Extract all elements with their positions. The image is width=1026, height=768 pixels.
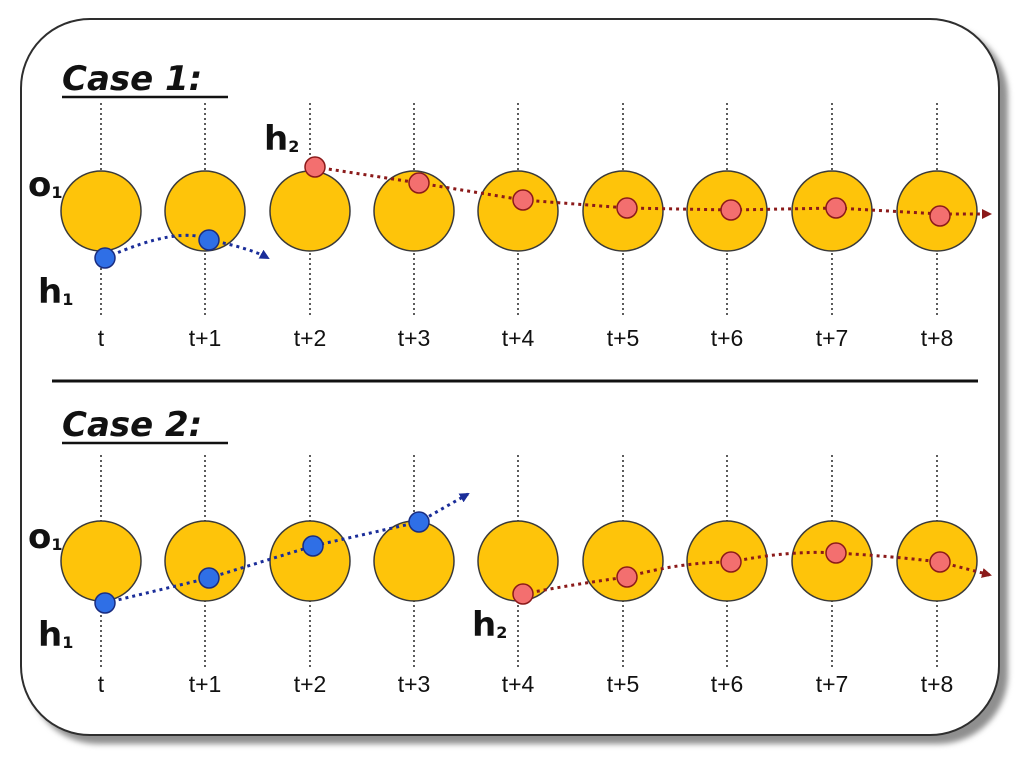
time-tick-label: t+4 [502, 325, 535, 351]
hypothesis-h1-marker [198, 229, 220, 251]
case-1-h2-label: h2 [264, 119, 299, 159]
time-tick-label: t+1 [189, 325, 222, 351]
hypothesis-h1-marker [408, 511, 430, 533]
time-tick-label: t+6 [711, 671, 744, 697]
object-o1-circle [60, 170, 142, 252]
case-1-time-guides [100, 103, 938, 318]
case-1-object-track [60, 170, 978, 252]
time-tick-label: t+2 [294, 671, 327, 697]
case-1-h1-path [104, 233, 210, 260]
case-1-object-label: o1 [28, 165, 63, 205]
case-2-title: Case 2: [62, 405, 202, 445]
case-1-h2-path [314, 165, 992, 219]
time-tick-label: t+1 [189, 671, 222, 697]
time-tick-label: t+4 [502, 671, 535, 697]
case-2-time-labels: t t+1 t+2 t+3 t+4 t+5 t+6 t+7 t+8 [98, 671, 954, 697]
case-2-h1-label: h1 [38, 615, 73, 655]
hypothesis-h1-marker [94, 247, 116, 269]
hypothesis-h1-marker [94, 592, 116, 614]
case-2-h1-track [94, 511, 430, 614]
hypothesis-h2-marker [408, 172, 430, 194]
time-tick-label: t+3 [398, 325, 431, 351]
object-o1-circle [582, 520, 664, 602]
hypothesis-h2-marker [929, 551, 951, 573]
hypothesis-h1-marker [302, 535, 324, 557]
hypothesis-h2-marker [720, 551, 742, 573]
hypothesis-h2-marker [616, 566, 638, 588]
object-o1-circle [269, 170, 351, 252]
case-2-object-label: o1 [28, 517, 63, 557]
case-1-h1-label: h1 [38, 272, 73, 312]
case-1-h2-track [304, 156, 951, 227]
object-o1-circle [60, 520, 142, 602]
case-2-h2-label: h2 [472, 605, 507, 645]
object-o1-circle [373, 520, 455, 602]
time-tick-label: t+2 [294, 325, 327, 351]
hypothesis-h2-marker [304, 156, 326, 178]
object-o1-circle [373, 170, 455, 252]
time-tick-label: t+7 [816, 325, 849, 351]
time-tick-label: t [98, 671, 105, 697]
object-o1-circle [164, 520, 246, 602]
case-1-h1-arrow [208, 238, 270, 260]
object-o1-circle [477, 170, 559, 252]
case-2-h2-track [512, 542, 951, 605]
case-1-panel: Case 1: t t+1 t+2 t+3 t+4 t+5 t+6 t+7 t+8 o1 h1 … [28, 59, 992, 351]
hypothesis-h2-marker [512, 583, 534, 605]
case-1-time-labels: t t+1 t+2 t+3 t+4 t+5 t+6 t+7 t+8 [98, 325, 954, 351]
time-tick-label: t+3 [398, 671, 431, 697]
case-2-panel: Case 2: t t+1 t+2 t+3 t+4 t+5 t+6 t+7 t+8 o1 h1 … [28, 405, 992, 697]
object-o1-circle [164, 170, 246, 252]
hypothesis-h2-marker [825, 542, 847, 564]
hypothesis-h2-marker [512, 189, 534, 211]
case-1-title: Case 1: [62, 59, 202, 99]
hypothesis-h1-marker [198, 567, 220, 589]
time-tick-label: t+5 [607, 325, 640, 351]
diagram-frame [20, 18, 1000, 736]
case-1-h1-track [94, 229, 220, 269]
time-tick-label: t+7 [816, 671, 849, 697]
object-o1-circle [269, 520, 351, 602]
hypothesis-h2-marker [929, 205, 951, 227]
time-tick-label: t+6 [711, 325, 744, 351]
hypothesis-h2-marker [825, 197, 847, 219]
time-tick-label: t+8 [921, 325, 954, 351]
time-tick-label: t+5 [607, 671, 640, 697]
hypothesis-h2-marker [616, 197, 638, 219]
hypothesis-h2-marker [720, 199, 742, 221]
time-tick-label: t [98, 325, 105, 351]
case-2-h1-path [104, 492, 470, 605]
time-tick-label: t+8 [921, 671, 954, 697]
